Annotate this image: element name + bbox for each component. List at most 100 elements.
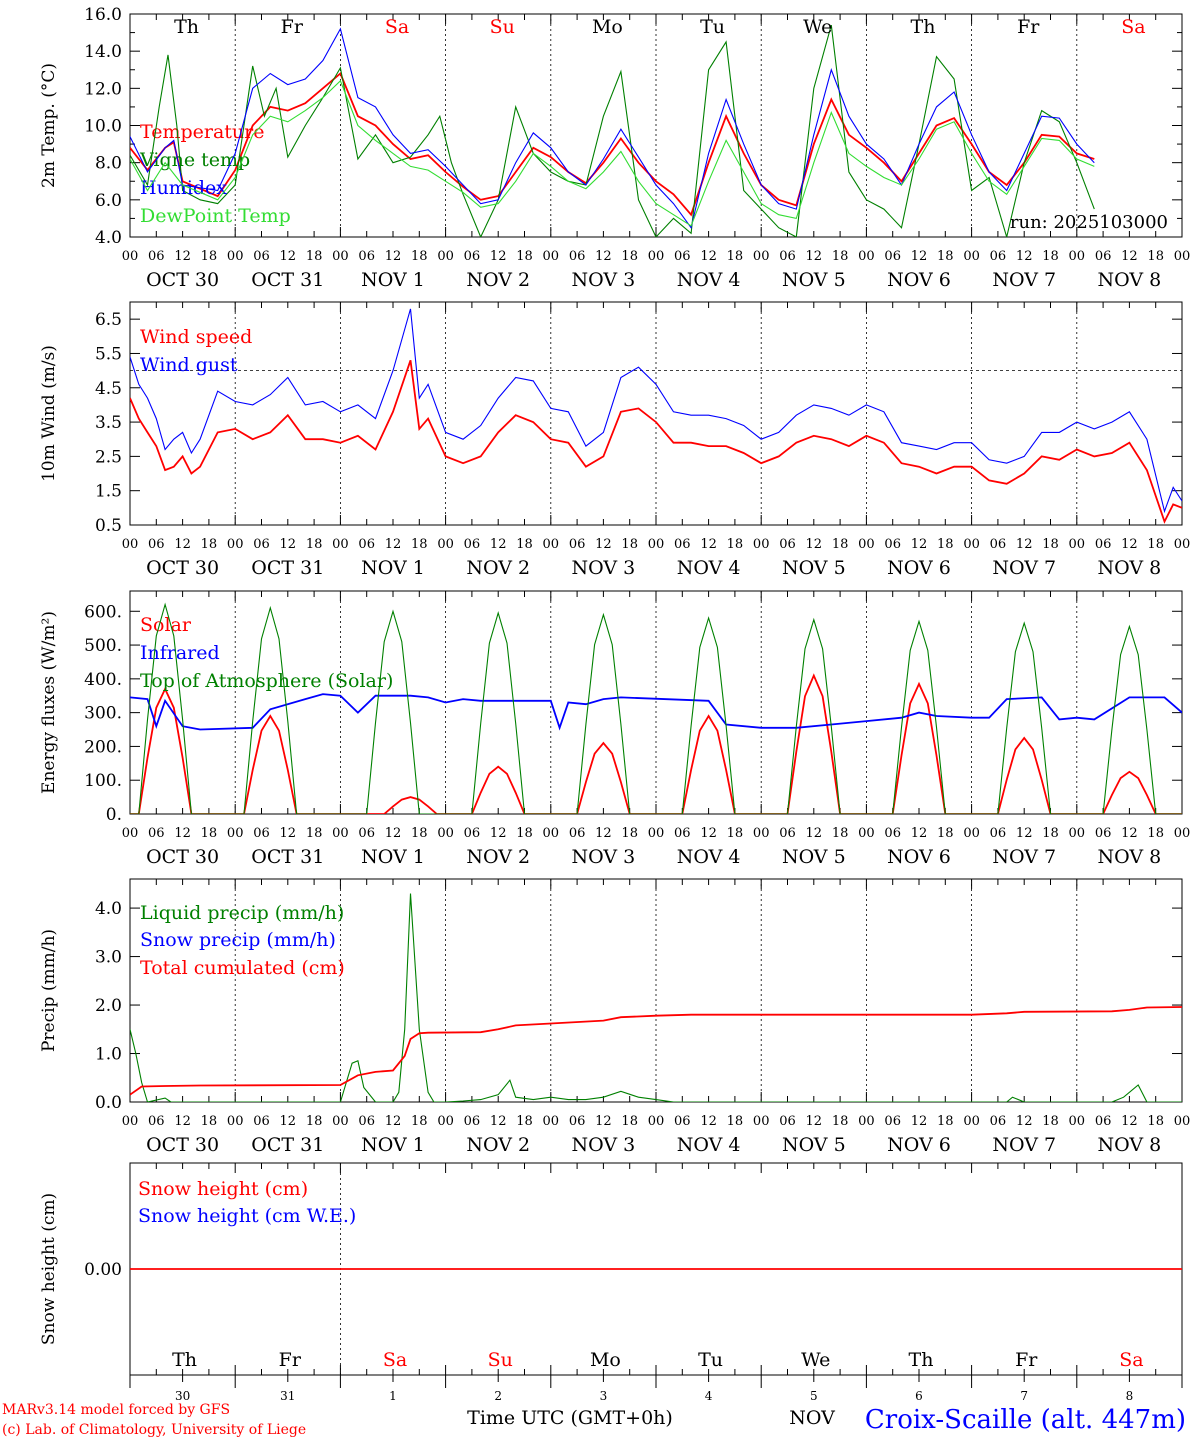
date-label: NOV 6 bbox=[887, 269, 951, 291]
legend-entry: Snow precip (mm/h) bbox=[140, 929, 336, 951]
y-axis-label: Precip (mm/h) bbox=[39, 929, 59, 1052]
date-label: NOV 3 bbox=[572, 269, 636, 291]
hour-tick-label: 12 bbox=[280, 537, 297, 552]
hour-tick-label: 06 bbox=[674, 249, 691, 264]
date-label: OCT 31 bbox=[251, 846, 324, 868]
hour-tick-label: 00 bbox=[332, 826, 349, 841]
hour-tick-label: 06 bbox=[464, 537, 481, 552]
series-line-liquid-precip-mm-h- bbox=[130, 893, 1182, 1102]
hour-tick-label: 00 bbox=[437, 537, 454, 552]
date-label: OCT 30 bbox=[146, 557, 219, 579]
panel-5: 0.00 Snow height (cm) Snow height (cm) Snow… bbox=[39, 1162, 1183, 1376]
run-label: run: 2025103000 bbox=[1010, 212, 1168, 233]
hour-tick-label: 12 bbox=[1121, 537, 1138, 552]
hour-tick-label: 12 bbox=[595, 249, 612, 264]
hour-tick-label: 00 bbox=[1174, 826, 1191, 841]
hour-tick-label: 00 bbox=[332, 1114, 349, 1129]
hour-tick-label: 00 bbox=[858, 249, 875, 264]
legend-entry: Total cumulated (cm) bbox=[140, 957, 345, 979]
day-number-label: 5 bbox=[810, 1389, 818, 1403]
day-number-label: 4 bbox=[705, 1389, 713, 1403]
hour-tick-label: 18 bbox=[306, 826, 323, 841]
hour-tick-label: 06 bbox=[779, 826, 796, 841]
hour-tick-label: 06 bbox=[569, 537, 586, 552]
hour-tick-label: 06 bbox=[884, 826, 901, 841]
hour-tick-label: 00 bbox=[963, 537, 980, 552]
date-label: NOV 7 bbox=[992, 557, 1056, 579]
hour-tick-label: 18 bbox=[516, 1114, 533, 1129]
date-label: NOV 4 bbox=[677, 269, 741, 291]
legend-entry: DewPoint Temp bbox=[140, 205, 291, 227]
hour-tick-label: 18 bbox=[1042, 249, 1059, 264]
hour-tick-label: 06 bbox=[1095, 1114, 1112, 1129]
hour-tick-label: 00 bbox=[437, 1114, 454, 1129]
hour-tick-label: 06 bbox=[464, 1114, 481, 1129]
series-line-total-cumulated-cm- bbox=[130, 1006, 1182, 1096]
y-tick-label: 200. bbox=[84, 737, 122, 757]
date-label: NOV 1 bbox=[361, 557, 425, 579]
date-label: NOV 1 bbox=[361, 1134, 425, 1156]
panel-3: 0. 100. 200. 300. 400. 500. 600. Energy fluxes … bbox=[39, 590, 1191, 868]
day-number-label: 1 bbox=[389, 1389, 397, 1403]
series-line-top-of-atmosphere-solar- bbox=[130, 602, 1182, 814]
hour-tick-label: 00 bbox=[227, 249, 244, 264]
hour-tick-label: 18 bbox=[201, 826, 218, 841]
hour-tick-label: 00 bbox=[648, 249, 665, 264]
weekday-label: Tu bbox=[700, 16, 725, 38]
hour-tick-label: 06 bbox=[990, 1114, 1007, 1129]
weekday-label: Fr bbox=[1015, 1349, 1038, 1371]
y-tick-label: 0.5 bbox=[95, 516, 122, 536]
month-label: NOV bbox=[789, 1407, 835, 1429]
hour-tick-label: 18 bbox=[937, 249, 954, 264]
hour-tick-label: 06 bbox=[569, 1114, 586, 1129]
legend-entry: Top of Atmosphere (Solar) bbox=[140, 670, 393, 692]
hour-tick-label: 00 bbox=[753, 1114, 770, 1129]
hour-tick-label: 18 bbox=[621, 537, 638, 552]
hour-tick-label: 06 bbox=[569, 249, 586, 264]
date-label: NOV 4 bbox=[677, 1134, 741, 1156]
hour-tick-label: 12 bbox=[280, 1114, 297, 1129]
hour-tick-label: 00 bbox=[1069, 826, 1086, 841]
weekday-label: Th bbox=[909, 1349, 934, 1371]
hour-tick-label: 06 bbox=[358, 537, 375, 552]
hour-tick-label: 12 bbox=[911, 1114, 928, 1129]
weekday-label: Fr bbox=[281, 16, 304, 38]
date-label: NOV 4 bbox=[677, 846, 741, 868]
date-label: OCT 31 bbox=[251, 1134, 324, 1156]
hour-tick-label: 18 bbox=[1147, 826, 1164, 841]
series-line-humidex bbox=[130, 27, 1095, 229]
y-tick-label: 6.0 bbox=[95, 191, 122, 211]
hour-tick-label: 12 bbox=[806, 537, 823, 552]
date-label: NOV 7 bbox=[992, 1134, 1056, 1156]
hour-tick-label: 12 bbox=[1016, 1114, 1033, 1129]
hour-tick-label: 00 bbox=[227, 1114, 244, 1129]
weekday-label: Sa bbox=[383, 1349, 407, 1371]
hour-tick-label: 06 bbox=[1095, 249, 1112, 264]
series-line-temperature bbox=[130, 72, 1095, 217]
hour-tick-label: 06 bbox=[148, 249, 165, 264]
hour-tick-label: 00 bbox=[1069, 537, 1086, 552]
hour-tick-label: 18 bbox=[516, 249, 533, 264]
hour-tick-label: 00 bbox=[858, 826, 875, 841]
hour-tick-label: 00 bbox=[963, 249, 980, 264]
hour-tick-label: 00 bbox=[227, 537, 244, 552]
hour-tick-label: 12 bbox=[1016, 826, 1033, 841]
hour-tick-label: 06 bbox=[779, 249, 796, 264]
weekday-label: Fr bbox=[1017, 16, 1040, 38]
date-label: OCT 31 bbox=[251, 269, 324, 291]
hour-tick-label: 00 bbox=[753, 826, 770, 841]
series-line-infrared bbox=[130, 693, 1182, 731]
hour-tick-label: 00 bbox=[858, 537, 875, 552]
hour-tick-label: 06 bbox=[569, 826, 586, 841]
legend-entry: Solar bbox=[140, 614, 192, 636]
hour-tick-label: 18 bbox=[411, 249, 428, 264]
hour-tick-label: 12 bbox=[174, 826, 191, 841]
hour-tick-label: 12 bbox=[1121, 249, 1138, 264]
weekday-label: Sa bbox=[385, 16, 409, 38]
hour-tick-label: 00 bbox=[648, 1114, 665, 1129]
hour-tick-label: 18 bbox=[832, 537, 849, 552]
y-tick-label: 400. bbox=[84, 670, 122, 690]
hour-tick-label: 12 bbox=[385, 826, 402, 841]
date-label: NOV 2 bbox=[466, 846, 530, 868]
hour-tick-label: 18 bbox=[306, 1114, 323, 1129]
